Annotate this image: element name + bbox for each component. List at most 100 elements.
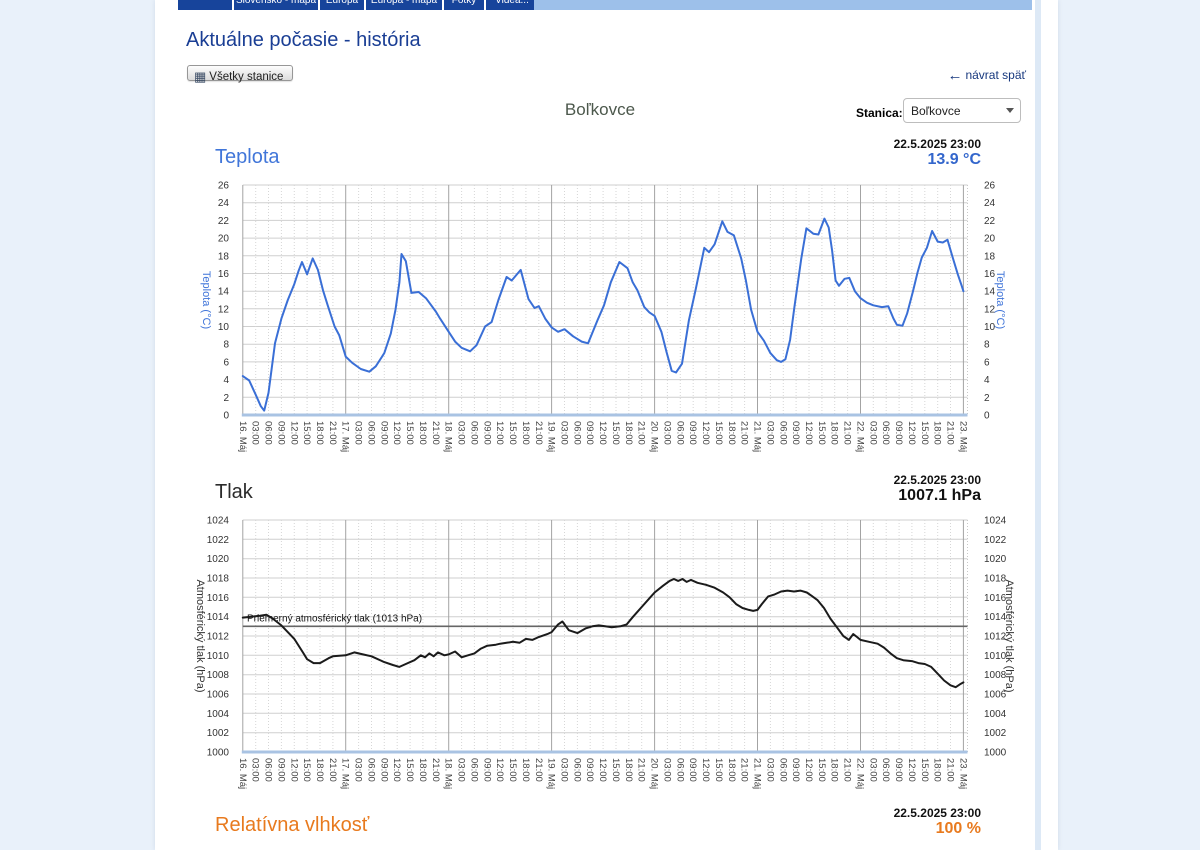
svg-text:10: 10 <box>218 322 230 333</box>
svg-text:09:00: 09:00 <box>584 758 595 782</box>
svg-text:06:00: 06:00 <box>674 421 685 445</box>
svg-text:0: 0 <box>984 411 990 422</box>
nav-tab-eur-pa[interactable]: Európa <box>320 0 364 10</box>
svg-text:15:00: 15:00 <box>713 758 724 782</box>
nav-tab-slovensko-mapa[interactable]: Slovensko - mapa <box>234 0 318 10</box>
svg-text:15:00: 15:00 <box>301 421 312 445</box>
svg-text:18:00: 18:00 <box>726 421 737 445</box>
nav-tab-vide[interactable]: Videá... <box>486 0 538 10</box>
svg-text:09:00: 09:00 <box>275 758 286 782</box>
svg-text:12:00: 12:00 <box>391 421 402 445</box>
all-stations-button[interactable]: ▦ Všetky stanice <box>187 65 294 84</box>
svg-text:2: 2 <box>223 393 229 404</box>
svg-text:Teplota (°C): Teplota (°C) <box>994 271 1006 329</box>
svg-text:20: 20 <box>984 234 996 245</box>
svg-text:1006: 1006 <box>207 690 230 701</box>
nav-tab-label: Fotky <box>451 0 477 6</box>
nav-tab-label: Videá... <box>495 0 529 6</box>
svg-text:12: 12 <box>984 304 996 315</box>
svg-text:2: 2 <box>984 393 990 404</box>
nav-strip <box>534 0 1032 10</box>
svg-text:06:00: 06:00 <box>263 758 274 782</box>
svg-text:15:00: 15:00 <box>610 758 621 782</box>
svg-text:06:00: 06:00 <box>468 758 479 782</box>
svg-text:21:00: 21:00 <box>636 758 647 782</box>
svg-text:1012: 1012 <box>984 632 1007 643</box>
svg-text:20. Máj: 20. Máj <box>649 758 660 789</box>
svg-text:03:00: 03:00 <box>661 758 672 782</box>
svg-text:23. Máj: 23. Máj <box>957 421 968 452</box>
svg-text:12:00: 12:00 <box>391 758 402 782</box>
svg-text:24: 24 <box>984 198 996 209</box>
svg-text:16. Máj: 16. Máj <box>237 758 248 789</box>
svg-text:19. Máj: 19. Máj <box>546 421 557 452</box>
svg-text:03:00: 03:00 <box>353 421 364 445</box>
svg-text:18:00: 18:00 <box>932 758 943 782</box>
svg-text:09:00: 09:00 <box>378 421 389 445</box>
humidity-timestamp: 22.5.2025 23:00 <box>893 806 981 820</box>
svg-text:03:00: 03:00 <box>250 758 261 782</box>
svg-text:06:00: 06:00 <box>777 758 788 782</box>
svg-text:21. Máj: 21. Máj <box>752 421 763 452</box>
back-link[interactable]: ← návrat späť <box>947 67 1026 84</box>
svg-text:03:00: 03:00 <box>867 421 878 445</box>
svg-text:1006: 1006 <box>984 690 1007 701</box>
top-nav: Slovensko - mapa Európa Európa - mapa Fotky… <box>178 0 540 10</box>
svg-text:03:00: 03:00 <box>764 758 775 782</box>
temperature-timestamp: 22.5.2025 23:00 <box>893 137 981 151</box>
svg-text:18:00: 18:00 <box>623 758 634 782</box>
nav-tab-0[interactable] <box>178 0 232 10</box>
svg-text:0: 0 <box>223 411 229 422</box>
svg-text:03:00: 03:00 <box>353 758 364 782</box>
svg-text:1016: 1016 <box>984 593 1007 604</box>
svg-text:21:00: 21:00 <box>533 421 544 445</box>
svg-text:4: 4 <box>984 375 990 386</box>
svg-text:16: 16 <box>218 269 230 280</box>
humidity-chart-title: Relatívna vlhkosť <box>215 814 370 836</box>
nav-tab-eur-pa-mapa[interactable]: Európa - mapa <box>366 0 442 10</box>
svg-text:12:00: 12:00 <box>700 758 711 782</box>
svg-text:Atmosférický tlak (hPa): Atmosférický tlak (hPa) <box>1003 579 1015 692</box>
svg-text:21:00: 21:00 <box>533 758 544 782</box>
svg-text:12:00: 12:00 <box>906 421 917 445</box>
svg-text:12:00: 12:00 <box>288 421 299 445</box>
svg-text:15:00: 15:00 <box>301 758 312 782</box>
svg-text:06:00: 06:00 <box>777 421 788 445</box>
temperature-current-value: 13.9 °C <box>927 151 981 168</box>
svg-text:1008: 1008 <box>207 670 230 681</box>
svg-text:18:00: 18:00 <box>417 421 428 445</box>
svg-text:1018: 1018 <box>984 574 1007 585</box>
svg-text:21:00: 21:00 <box>327 758 338 782</box>
svg-text:09:00: 09:00 <box>893 758 904 782</box>
svg-text:06:00: 06:00 <box>880 421 891 445</box>
svg-text:17. Máj: 17. Máj <box>340 421 351 452</box>
svg-text:1000: 1000 <box>984 748 1007 759</box>
content-divider <box>1035 0 1041 850</box>
svg-text:12:00: 12:00 <box>597 758 608 782</box>
svg-text:8: 8 <box>984 340 990 351</box>
svg-text:22. Máj: 22. Máj <box>855 421 866 452</box>
svg-text:09:00: 09:00 <box>481 421 492 445</box>
svg-text:03:00: 03:00 <box>456 421 467 445</box>
svg-text:1018: 1018 <box>207 574 230 585</box>
svg-text:17. Máj: 17. Máj <box>340 758 351 789</box>
svg-text:6: 6 <box>984 357 990 368</box>
page-title: Aktuálne počasie - história <box>186 29 421 51</box>
nav-tab-fotky[interactable]: Fotky <box>444 0 484 10</box>
svg-text:18:00: 18:00 <box>726 758 737 782</box>
svg-text:1022: 1022 <box>984 535 1007 546</box>
svg-text:21:00: 21:00 <box>945 421 956 445</box>
temperature-chart-title: Teplota <box>215 146 280 168</box>
svg-text:1010: 1010 <box>207 651 230 662</box>
svg-text:16: 16 <box>984 269 996 280</box>
svg-text:12:00: 12:00 <box>494 758 505 782</box>
svg-text:06:00: 06:00 <box>263 421 274 445</box>
svg-text:1000: 1000 <box>207 748 230 759</box>
svg-text:15:00: 15:00 <box>404 421 415 445</box>
station-select[interactable]: Boľkovce <box>903 98 1021 123</box>
svg-text:18:00: 18:00 <box>314 758 325 782</box>
svg-text:03:00: 03:00 <box>559 421 570 445</box>
svg-text:21:00: 21:00 <box>636 421 647 445</box>
svg-text:18:00: 18:00 <box>520 758 531 782</box>
